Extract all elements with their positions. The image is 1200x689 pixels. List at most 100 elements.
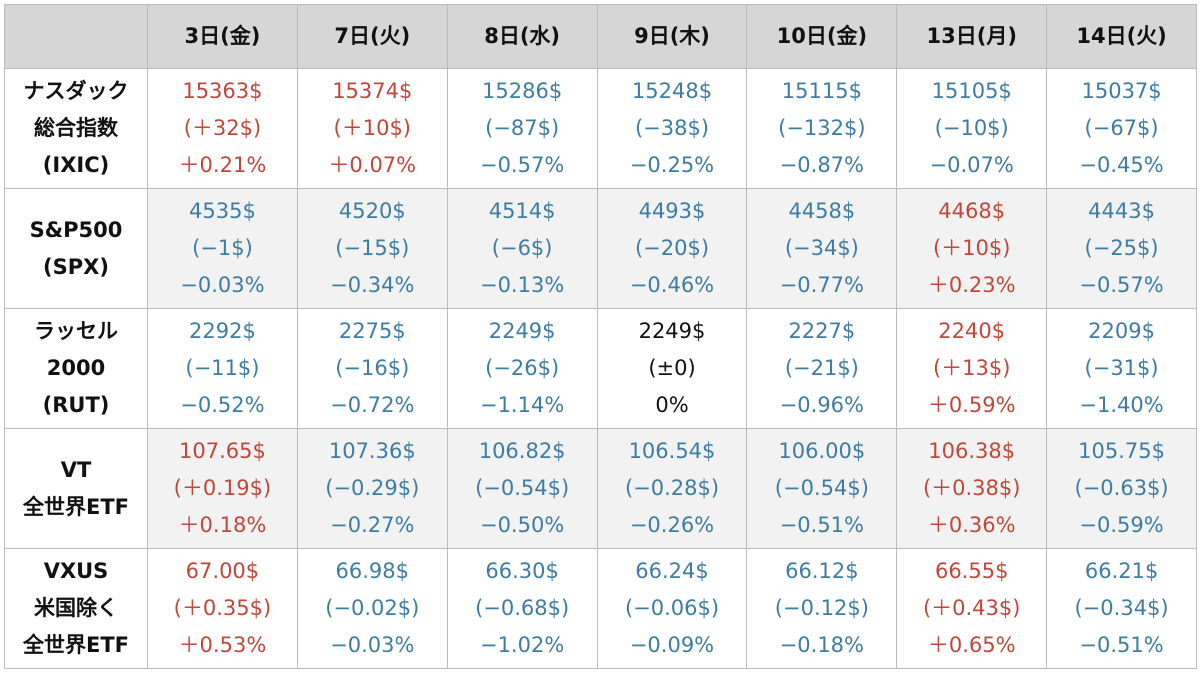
cell-line: 0% [655, 393, 689, 417]
data-cell: 66.24$ (−0.06$) −0.09% [597, 549, 748, 669]
label-line: (SPX) [43, 254, 109, 279]
cell-line: −0.57% [479, 153, 565, 177]
cell-line: (−25$) [1084, 236, 1159, 260]
cell-line: 2227$ [788, 319, 856, 343]
data-cell: 2209$ (−31$) −1.40% [1047, 309, 1197, 429]
data-cell: 15248$ (−38$) −0.25% [597, 69, 748, 189]
data-cell: 66.98$ (−0.02$) −0.03% [297, 549, 448, 669]
data-cell: 2292$ (−11$) −0.52% [148, 309, 298, 429]
cell-line: −0.77% [779, 273, 864, 297]
cell-line: 66.98$ [335, 559, 410, 583]
cell-line: (＋0.35$) [173, 596, 272, 620]
cell-line: −0.96% [779, 393, 864, 417]
cell-line: −0.87% [779, 153, 864, 177]
table: 3日(金) 7日(火) 8日(水) 9日(木) 10日(金) 13日(月) 14日(火) ナス… [4, 4, 1197, 669]
data-cell: 15115$ (−132$) −0.87% [747, 69, 898, 189]
data-cell: 106.38$ (＋0.38$) ＋0.36% [897, 429, 1048, 549]
cell-line: 106.00$ [778, 439, 866, 463]
cell-line: ＋0.53% [178, 633, 267, 657]
data-cell: 15286$ (−87$) −0.57% [447, 69, 598, 189]
cell-line: (−31$) [1084, 356, 1159, 380]
cell-line: (＋0.19$) [173, 476, 272, 500]
cell-line: ＋0.21% [178, 153, 267, 177]
cell-line: −0.52% [180, 393, 265, 417]
data-cell: 66.12$ (−0.12$) −0.18% [747, 549, 898, 669]
cell-line: 107.65$ [179, 439, 266, 463]
cell-line: (＋10$) [932, 236, 1011, 260]
cell-line: −0.57% [1079, 273, 1164, 297]
cell-line: −0.07% [929, 153, 1014, 177]
cell-line: (−20$) [634, 236, 710, 260]
row-label: ラッセル 2000 (RUT) [5, 309, 148, 429]
data-cell: 4468$ (＋10$) ＋0.23% [897, 189, 1048, 309]
data-cell: 106.00$ (−0.54$) −0.51% [747, 429, 898, 549]
data-cell: 2275$ (−16$) −0.72% [297, 309, 448, 429]
cell-line: (−11$) [185, 356, 260, 380]
cell-line: (−132$) [778, 116, 866, 140]
header-cell: 10日(金) [747, 5, 898, 69]
label-line: 全世界ETF [22, 633, 129, 657]
cell-line: 4458$ [788, 199, 856, 223]
cell-line: (＋10$) [333, 116, 411, 140]
cell-line: (−87$) [485, 116, 560, 140]
cell-line: (−0.34$) [1074, 596, 1169, 620]
cell-line: −0.26% [629, 513, 715, 537]
cell-line: ＋0.36% [927, 513, 1016, 537]
label-line: (RUT) [42, 393, 110, 417]
cell-line: −0.46% [629, 273, 715, 297]
data-cell: 66.21$ (−0.34$) −0.51% [1047, 549, 1197, 669]
label-line: 総合指数 [34, 116, 118, 140]
cell-line: ＋0.18% [178, 513, 267, 537]
cell-line: ＋0.07% [328, 153, 417, 177]
header-cell: 8日(水) [447, 5, 598, 69]
cell-line: 15037$ [1081, 79, 1162, 103]
data-cell: 15374$ (＋10$) ＋0.07% [297, 69, 448, 189]
cell-line: ＋0.65% [927, 633, 1016, 657]
cell-line: (＋0.43$) [922, 596, 1021, 620]
label-line: S&P500 [29, 217, 123, 242]
cell-line: 15248$ [631, 79, 713, 103]
data-cell: 2249$ (−26$) −1.14% [447, 309, 598, 429]
data-cell: 4514$ (−6$) −0.13% [447, 189, 598, 309]
cell-line: (−0.28$) [624, 476, 720, 500]
data-cell: 2249$ (±0) 0% [597, 309, 748, 429]
cell-line: 2240$ [938, 319, 1006, 343]
cell-line: −0.45% [1079, 153, 1164, 177]
label-line: 全世界ETF [22, 494, 129, 519]
cell-line: 67.00$ [185, 559, 260, 583]
data-cell: 2240$ (＋13$) ＋0.59% [897, 309, 1048, 429]
cell-line: (−1$) [192, 236, 253, 260]
cell-line: (−0.29$) [325, 476, 420, 500]
cell-line: 106.38$ [928, 439, 1016, 463]
label-line: ラッセル [34, 319, 118, 343]
cell-line: 4493$ [638, 199, 706, 223]
data-cell: 4520$ (−15$) −0.34% [297, 189, 448, 309]
cell-line: −1.40% [1079, 393, 1164, 417]
cell-line: (−6$) [491, 236, 553, 260]
data-cell: 66.55$ (＋0.43$) ＋0.65% [897, 549, 1048, 669]
cell-line: (−21$) [784, 356, 859, 380]
cell-line: (−0.54$) [774, 476, 869, 500]
cell-line: −0.25% [629, 153, 715, 177]
data-cell: 4458$ (−34$) −0.77% [747, 189, 898, 309]
cell-line: 2249$ [488, 319, 556, 343]
cell-line: (＋32$) [183, 116, 262, 140]
cell-line: (−16$) [335, 356, 410, 380]
cell-line: 15105$ [931, 79, 1012, 103]
data-cell: 107.36$ (−0.29$) −0.27% [297, 429, 448, 549]
cell-line: −0.27% [330, 513, 415, 537]
cell-line: −1.02% [479, 633, 565, 657]
cell-line: 2292$ [189, 319, 256, 343]
cell-line: (−0.63$) [1074, 476, 1169, 500]
cell-line: 107.36$ [328, 439, 416, 463]
cell-line: −0.51% [1079, 633, 1164, 657]
data-cell: 106.82$ (−0.54$) −0.50% [447, 429, 598, 549]
cell-line: (−10$) [934, 116, 1009, 140]
cell-line: (−0.06$) [624, 596, 720, 620]
cell-line: (−0.68$) [475, 596, 570, 620]
data-cell: 67.00$ (＋0.35$) ＋0.53% [148, 549, 298, 669]
label-line: 米国除く [34, 596, 118, 620]
label-line: VXUS [43, 559, 109, 583]
cell-line: −0.03% [180, 273, 265, 297]
cell-line: 105.75$ [1078, 439, 1165, 463]
